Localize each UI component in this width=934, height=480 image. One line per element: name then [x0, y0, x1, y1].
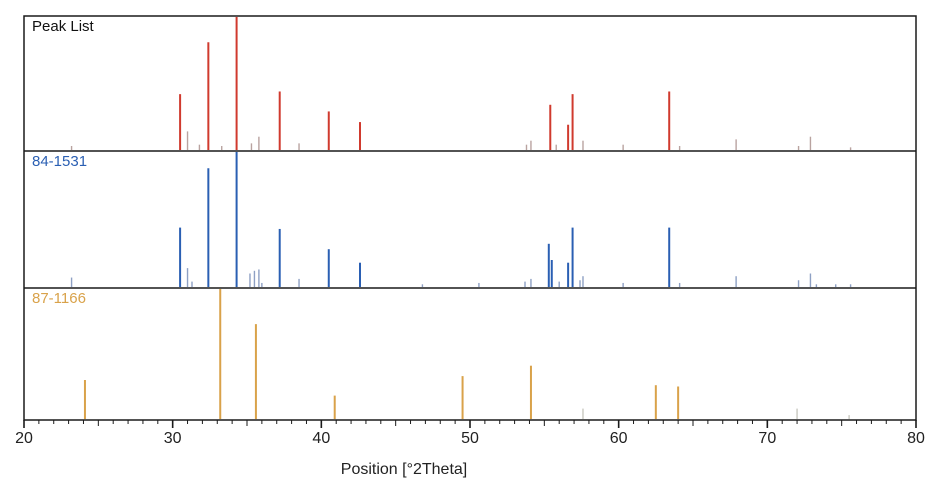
x-tick-label: 60 — [610, 430, 628, 447]
panel-label: 84-1531 — [32, 153, 87, 170]
x-tick-label: 50 — [461, 430, 479, 447]
panel-peak-list: Peak List — [32, 17, 852, 150]
x-tick-label: 20 — [15, 430, 33, 447]
panel-label: Peak List — [32, 18, 95, 35]
plot-frame — [23, 15, 917, 421]
x-tick-label: 80 — [907, 430, 925, 447]
panel-84-1531: 84-1531 — [32, 152, 852, 287]
x-tick-label: 70 — [758, 430, 776, 447]
panels-layer: Peak List 84-1531 87-1166 — [23, 15, 917, 421]
panel-87-1166: 87-1166 — [32, 289, 850, 419]
x-tick-label: 40 — [312, 430, 330, 447]
x-axis: 20 30 40 50 60 70 80 — [15, 420, 925, 447]
panel-label: 87-1166 — [32, 290, 86, 307]
x-tick-label: 30 — [164, 430, 182, 447]
x-axis-title: Position [°2Theta] — [341, 461, 467, 478]
